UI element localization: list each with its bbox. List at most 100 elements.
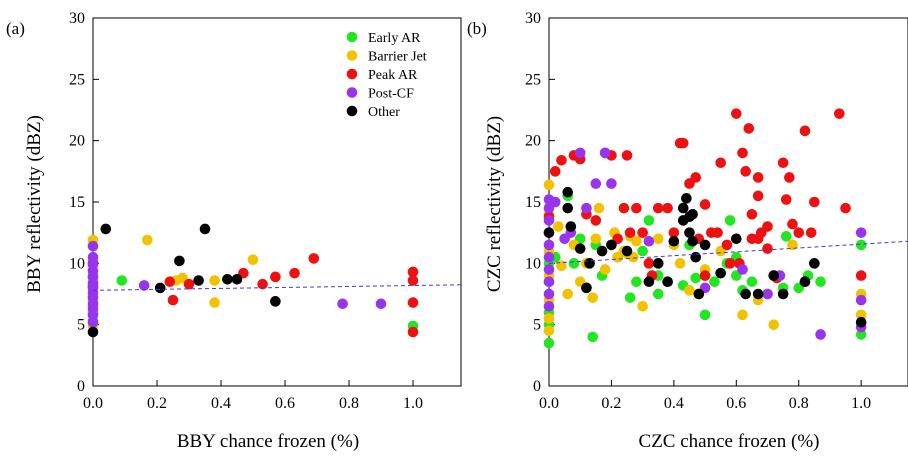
data-point <box>549 196 561 208</box>
data-point <box>699 309 711 321</box>
panel-a-x-tick-label: 1.0 <box>403 395 423 412</box>
data-point <box>809 258 820 269</box>
data-point <box>337 298 348 310</box>
data-point <box>687 235 698 247</box>
data-point <box>116 275 128 286</box>
panel-a: (a) 0 5 10 15 20 25 30 0.0 0.2 0.4 0.6 0.8 1.0 BBY c… <box>6 10 462 452</box>
data-point <box>793 227 805 238</box>
data-point <box>87 326 99 338</box>
data-point <box>699 239 711 251</box>
data-point <box>637 245 648 257</box>
panel-b-trendline <box>548 240 908 264</box>
data-point <box>724 258 736 269</box>
data-point <box>590 215 602 226</box>
data-point <box>407 275 419 286</box>
panel-a-x-tick-label: 0.2 <box>147 395 167 412</box>
data-point <box>740 166 751 177</box>
data-point <box>543 313 555 324</box>
panel-b: (b) 0 5 10 15 20 25 30 0.0 0.2 0.4 0.6 0.8 1.0 CZC c… <box>467 10 908 452</box>
data-point <box>142 234 153 246</box>
legend-label: Peak AR <box>368 68 418 83</box>
data-point <box>590 178 602 189</box>
data-point <box>543 179 555 191</box>
data-point <box>581 282 592 294</box>
data-point <box>674 258 686 269</box>
panel-a-y-tick-label: 5 <box>77 317 85 334</box>
data-point <box>834 108 845 119</box>
data-point <box>407 326 419 338</box>
data-point <box>543 337 555 349</box>
data-point <box>543 264 555 275</box>
data-point <box>209 297 220 308</box>
data-point <box>693 288 705 300</box>
data-point <box>183 278 195 290</box>
data-point <box>752 190 764 202</box>
legend-label: Barrier Jet <box>368 50 427 65</box>
panel-a-plot-area: 0 5 10 15 20 25 30 0.0 0.2 0.4 0.6 0.8 1.0 <box>69 10 462 412</box>
data-point <box>687 208 698 220</box>
data-point <box>652 258 664 269</box>
data-point <box>599 147 611 159</box>
panel-b-y-tick-label: 20 <box>525 133 541 150</box>
data-point <box>643 258 655 269</box>
data-point <box>543 300 555 312</box>
data-point <box>590 233 602 245</box>
panel-b-x-tick-label: 0.6 <box>726 395 746 412</box>
data-point <box>407 266 419 278</box>
panel-b-series-other <box>543 186 867 328</box>
data-point <box>167 294 179 306</box>
data-point <box>762 288 773 300</box>
panel-a-y-tick-label: 0 <box>77 378 85 395</box>
data-point <box>562 186 574 198</box>
data-point <box>549 166 561 177</box>
data-point <box>684 285 695 296</box>
panel-b-x-axis-label: CZC chance frozen (%) <box>639 431 820 452</box>
data-point <box>731 108 742 119</box>
data-point <box>752 172 764 183</box>
data-point <box>621 150 633 161</box>
panel-a-series-peak-ar <box>87 253 419 338</box>
data-point <box>787 218 798 230</box>
data-point <box>543 215 555 226</box>
data-point <box>752 288 764 300</box>
data-point <box>562 202 574 214</box>
panel-b-plot-area: 0 5 10 15 20 25 30 0.0 0.2 0.4 0.6 0.8 1.0 <box>525 10 908 412</box>
data-point <box>100 223 112 235</box>
data-point <box>855 309 867 321</box>
panel-a-x-tick-label: 0.0 <box>83 395 103 412</box>
data-point <box>593 202 605 214</box>
data-point <box>652 202 664 214</box>
data-point <box>740 288 751 300</box>
data-point <box>308 253 320 264</box>
data-point <box>543 288 555 300</box>
data-point <box>543 276 555 288</box>
data-point <box>556 154 567 166</box>
data-point <box>209 275 220 286</box>
data-point <box>777 157 789 169</box>
data-point <box>677 202 689 214</box>
data-point <box>164 276 176 288</box>
panel-b-y-axis-label: CZC reflectivity (dBZ) <box>484 116 505 292</box>
data-point <box>762 243 773 254</box>
data-point <box>662 202 673 214</box>
panel-a-y-tick-label: 15 <box>69 194 85 211</box>
data-point <box>270 296 281 307</box>
data-point <box>809 196 820 208</box>
data-point <box>193 275 204 286</box>
data-point <box>855 227 867 238</box>
panel-b-x-tick-label: 0.4 <box>664 395 684 412</box>
data-point <box>247 254 259 265</box>
data-point <box>584 258 595 269</box>
data-point <box>777 288 789 300</box>
panel-a-y-tick-label: 30 <box>69 10 85 27</box>
data-point <box>624 292 636 303</box>
data-point <box>543 325 555 337</box>
data-point <box>87 240 99 252</box>
data-point <box>762 221 773 232</box>
data-point <box>815 276 826 288</box>
data-point <box>624 227 636 238</box>
panel-b-x-tick-label: 0.8 <box>789 395 809 412</box>
panel-b-y-tick-label: 0 <box>533 378 541 395</box>
data-point <box>562 288 574 300</box>
